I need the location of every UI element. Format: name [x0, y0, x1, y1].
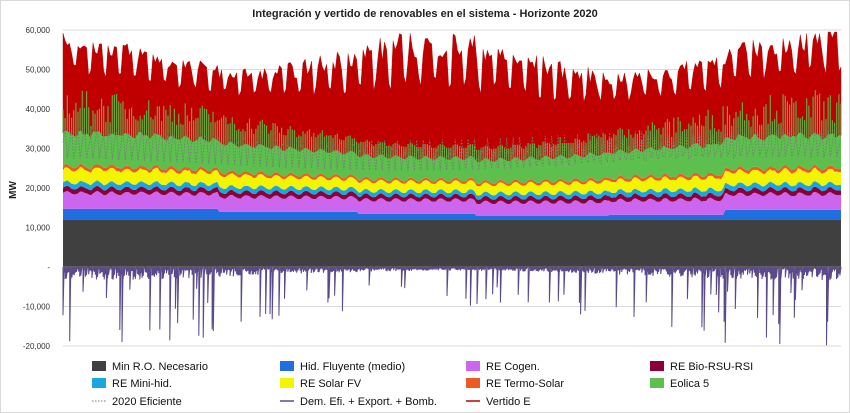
legend-swatch-re-bio-rsu-rsi — [650, 361, 664, 371]
series-line-dem-efi-export-bomb — [62, 265, 842, 346]
series-spikes-eolica-5 — [62, 90, 842, 162]
y-tick-label: -10,000 — [23, 303, 51, 312]
legend-label-hid-fluyente-medio: Hid. Fluyente (medio) — [300, 361, 405, 373]
legend-label-2020-eficiente: 2020 Eficiente — [112, 396, 182, 408]
legend-swatch-re-mini-hid — [92, 378, 106, 388]
legend-label-vertido-e: Vertido E — [486, 396, 531, 408]
legend-label-min-r-o-necesario: Min R.O. Necesario — [112, 361, 208, 373]
series-area-hid-fluyente-medio — [63, 208, 841, 220]
legend-swatch-re-termo-solar — [466, 378, 480, 388]
legend-label-eolica-5: Eolica 5 — [670, 378, 709, 390]
y-tick-label: 60,000 — [26, 26, 51, 35]
series-area-re-bio-rsu-rsi — [63, 185, 841, 205]
series-area-re-cogen — [63, 190, 841, 216]
y-tick-label: 40,000 — [26, 105, 51, 114]
series-area-re-termo-solar — [63, 163, 841, 187]
legend-swatch-re-cogen — [466, 361, 480, 371]
y-tick-label: 30,000 — [26, 145, 51, 154]
legend-label-re-bio-rsu-rsi: RE Bio-RSU-RSI — [670, 361, 753, 373]
y-tick-label: - — [47, 263, 50, 272]
y-axis-title: MW — [8, 181, 19, 199]
legend-swatch-hid-fluyente-medio — [280, 361, 294, 371]
y-tick-label: 20,000 — [26, 184, 51, 193]
y-tick-label: 50,000 — [26, 66, 51, 75]
legend-swatch-eolica-5 — [650, 378, 664, 388]
legend-swatch-min-r-o-necesario — [92, 361, 106, 371]
series-area-re-mini-hid — [63, 180, 841, 200]
legend-label-re-solar-fv: RE Solar FV — [300, 378, 362, 390]
series-area-min-r-o-necesario — [63, 219, 841, 267]
legend-label-re-termo-solar: RE Termo-Solar — [486, 378, 564, 390]
legend-label-re-mini-hid: RE Mini-hid. — [112, 378, 172, 390]
series-area-eolica-5 — [63, 129, 841, 184]
series-area-re-solar-fv — [63, 167, 841, 196]
y-axis-ticks: -20,000-10,000-10,00020,00030,00040,0005… — [23, 26, 51, 351]
y-tick-label: -20,000 — [23, 342, 51, 351]
y-tick-label: 10,000 — [26, 224, 51, 233]
legend: Min R.O. Necesario Hid. Fluyente (medio) R… — [92, 361, 753, 408]
chart-title: Integración y vertido de renovables en e… — [252, 8, 597, 20]
legend-label-re-cogen: RE Cogen. — [486, 361, 540, 373]
plot-area — [62, 31, 842, 346]
legend-label-dem-efi-export-bomb: Dem. Efi. + Export. + Bomb. — [300, 396, 437, 408]
legend-swatch-re-solar-fv — [280, 378, 294, 388]
